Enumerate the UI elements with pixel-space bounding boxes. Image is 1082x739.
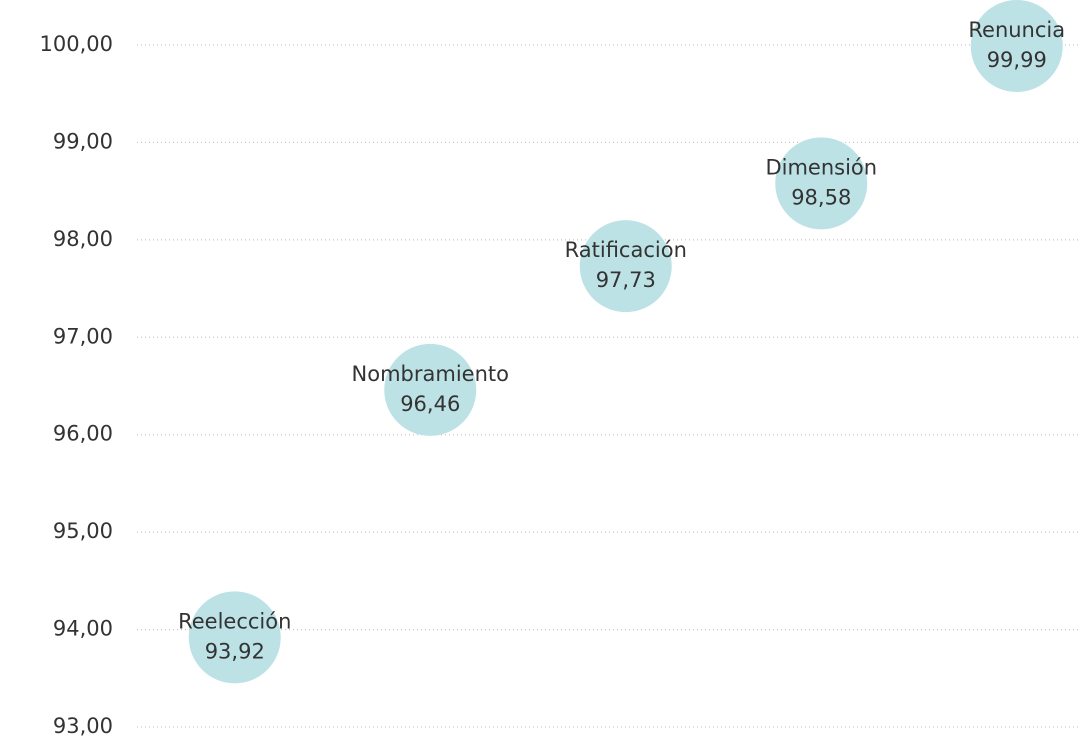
y-tick-label: 99,00 [53, 129, 113, 153]
y-tick-label: 96,00 [53, 422, 113, 446]
y-tick-label: 98,00 [53, 227, 113, 251]
category-label: Renuncia [968, 18, 1065, 42]
y-tick-label: 94,00 [53, 617, 113, 641]
data-label: 98,58 [791, 185, 851, 209]
category-label: Ratificación [565, 238, 687, 262]
bubble [188, 591, 281, 684]
data-label: 96,46 [400, 392, 460, 416]
y-tick-label: 95,00 [53, 519, 113, 543]
category-label: Dimensión [765, 155, 877, 179]
data-label: 93,92 [205, 639, 265, 663]
y-tick-label: 97,00 [53, 324, 113, 348]
y-tick-label: 93,00 [53, 714, 113, 738]
data-label: 99,99 [987, 48, 1047, 72]
bubble [970, 0, 1063, 92]
category-label: Reelección [178, 609, 291, 633]
bubble [775, 137, 868, 230]
bubble [579, 220, 672, 313]
data-label: 97,73 [596, 268, 656, 292]
y-tick-label: 100,00 [40, 32, 113, 56]
category-label: Nombramiento [352, 362, 509, 386]
bubble [384, 343, 477, 436]
